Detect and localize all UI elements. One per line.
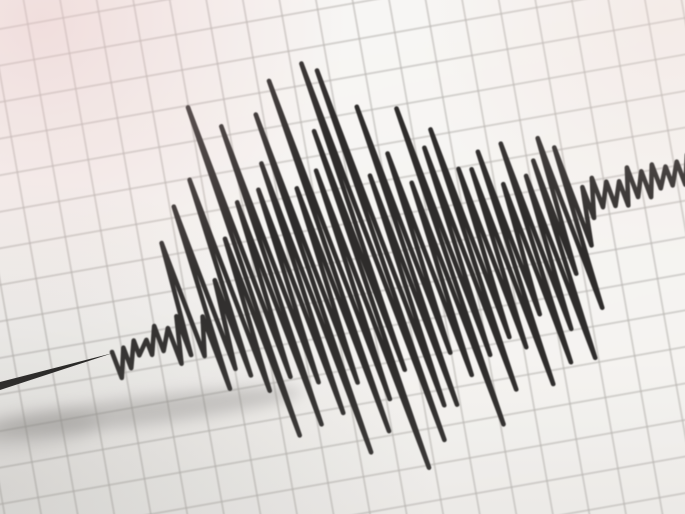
seismic-trace: [109, 61, 685, 470]
pen-arm-shadow: [0, 387, 302, 435]
pen-arm: [0, 353, 113, 390]
pen-shadow-group: [0, 387, 302, 449]
pen-arm-shadow: [0, 411, 100, 449]
